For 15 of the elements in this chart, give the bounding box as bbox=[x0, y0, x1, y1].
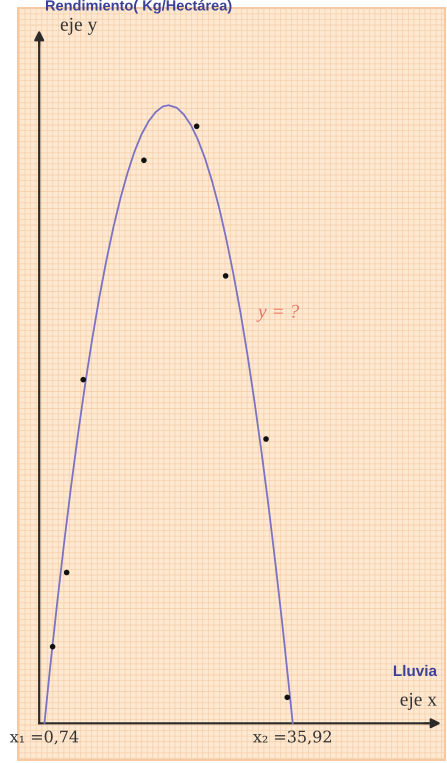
annotation: y = ? bbox=[256, 304, 300, 322]
point bbox=[263, 436, 269, 442]
point bbox=[141, 158, 147, 164]
x-tick-label: x₁ =0,74 bbox=[10, 730, 78, 745]
point bbox=[64, 570, 70, 576]
annotation: eje x bbox=[400, 692, 437, 710]
point bbox=[80, 376, 86, 382]
point bbox=[284, 694, 290, 700]
point bbox=[50, 644, 56, 650]
x-axis-title: Lluvia bbox=[394, 664, 438, 676]
text: eje y bbox=[60, 18, 98, 35]
point bbox=[222, 273, 228, 279]
chart-title: Rendimiento( Kg/Hectárea) bbox=[46, 0, 232, 14]
point bbox=[194, 124, 200, 130]
x-tick-label: x₂ =35,92 bbox=[253, 730, 331, 745]
